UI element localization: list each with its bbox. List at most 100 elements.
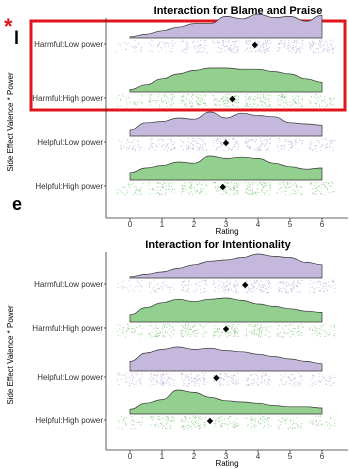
rain-point — [161, 375, 163, 378]
rain-point — [204, 102, 207, 104]
rain-point — [216, 42, 219, 44]
rain-point — [282, 326, 284, 328]
rain-point — [259, 182, 261, 184]
rain-point — [257, 334, 259, 336]
rain-point — [160, 146, 163, 148]
rain-point — [231, 374, 233, 376]
rain-point — [298, 280, 300, 282]
rain-point — [165, 99, 167, 102]
rain-point — [194, 384, 196, 386]
rain-point — [292, 287, 295, 289]
rain-point — [189, 335, 191, 338]
rain-point — [269, 336, 271, 338]
rain-point — [196, 142, 198, 144]
rain-point — [259, 138, 261, 140]
rain-point — [135, 326, 137, 328]
rain-point — [267, 93, 269, 95]
rain-point — [191, 181, 193, 183]
rain-point — [232, 326, 234, 328]
rain-point — [117, 43, 120, 45]
rain-point — [262, 94, 264, 96]
rain-point — [230, 181, 232, 183]
rain-point — [124, 336, 126, 338]
rain-point — [152, 288, 154, 291]
rain-point — [200, 44, 202, 46]
rain-point — [288, 186, 291, 188]
rain-point — [148, 283, 150, 285]
rain-point — [173, 148, 175, 150]
rain-point — [156, 416, 159, 418]
rain-point — [120, 415, 123, 417]
rain-point — [284, 291, 287, 293]
rain-point — [247, 97, 250, 99]
rain-point — [164, 427, 167, 429]
rain-point — [245, 331, 247, 333]
rain-point — [153, 286, 155, 288]
rain-point — [264, 97, 266, 99]
rain-point — [155, 144, 157, 146]
rain-point — [278, 137, 280, 139]
rain-point — [148, 93, 150, 96]
rain-point — [291, 95, 293, 97]
rain-point — [247, 290, 249, 292]
rain-point — [185, 149, 188, 151]
rain-point — [237, 372, 239, 375]
rain-point — [166, 106, 168, 108]
rain-point — [248, 43, 250, 45]
rain-point — [234, 104, 236, 107]
rain-point — [269, 43, 271, 45]
rain-point — [263, 416, 265, 418]
rain-point — [328, 333, 330, 335]
rain-point — [180, 372, 182, 374]
rain-point — [140, 147, 142, 149]
rain-point — [268, 98, 270, 100]
rain-point — [297, 149, 299, 151]
rain-point — [296, 291, 299, 293]
rain-point — [296, 185, 298, 187]
rain-point — [269, 189, 271, 191]
rain-point — [189, 327, 191, 329]
rain-point — [316, 282, 318, 284]
rain-point — [252, 384, 254, 386]
rain-point — [222, 384, 224, 386]
rain-point — [123, 420, 125, 422]
rain-point — [294, 52, 296, 54]
rain-point — [257, 378, 259, 380]
rain-point — [164, 418, 166, 420]
rain-point — [281, 144, 283, 147]
rain-point — [299, 383, 301, 385]
rain-point — [316, 424, 318, 426]
rain-point — [261, 380, 263, 382]
rain-point — [156, 189, 158, 191]
rain-point — [252, 330, 254, 332]
rain-point — [300, 323, 302, 325]
rain-point — [332, 146, 334, 149]
rain-point — [225, 45, 227, 47]
rain-point — [318, 97, 320, 99]
rain-point — [174, 147, 176, 149]
rain-point — [204, 326, 206, 328]
rain-point — [237, 48, 239, 50]
rain-point — [314, 281, 316, 283]
rain-point — [321, 375, 323, 377]
rain-point — [152, 40, 154, 42]
rain-point — [202, 98, 204, 100]
rain-point — [183, 416, 186, 418]
rain-point — [131, 378, 133, 380]
rain-point — [148, 51, 150, 53]
rain-point — [253, 292, 255, 294]
rain-point — [148, 96, 150, 98]
rain-point — [185, 188, 187, 190]
rain-point — [156, 381, 159, 383]
rain-point — [222, 44, 224, 46]
rain-point — [174, 42, 176, 44]
rain-points — [116, 93, 335, 108]
rain-point — [237, 191, 239, 193]
rain-point — [329, 99, 331, 101]
rain-point — [322, 50, 324, 52]
rain-point — [218, 420, 220, 422]
rain-point — [171, 51, 173, 53]
rain-point — [191, 331, 194, 333]
rain-point — [194, 415, 196, 417]
rain-point — [237, 328, 239, 330]
